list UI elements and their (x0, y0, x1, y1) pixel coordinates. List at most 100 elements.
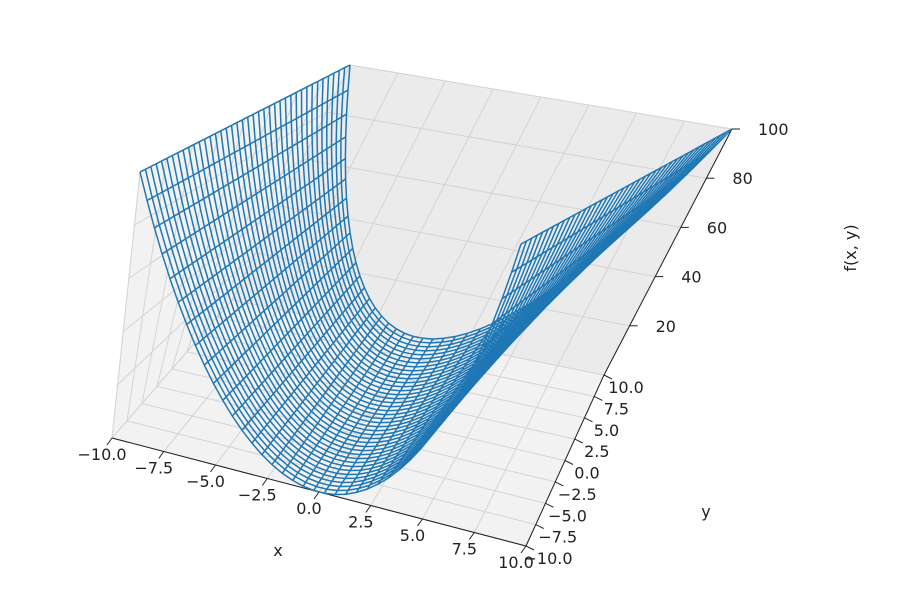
x-tick-label: 0.0 (296, 499, 321, 518)
x-tick-label: −5.0 (186, 472, 225, 491)
wire-line-x (471, 229, 627, 369)
wire-line-x (520, 128, 733, 245)
z-tick-label: 40 (681, 268, 701, 287)
y-tick-label: −7.5 (538, 528, 577, 547)
wire-line-y (160, 160, 544, 480)
wire-line-x (139, 64, 351, 173)
gridline-z-side (122, 205, 280, 332)
wire-line-x (212, 247, 354, 384)
wire-line-x (231, 275, 361, 417)
z-axis-label: f(x, y) (841, 224, 860, 271)
x-tick-label: −2.5 (238, 486, 277, 505)
wire-line-x (161, 136, 347, 255)
gridline-x-back (324, 80, 446, 320)
y-tick-label: 10.0 (608, 378, 644, 397)
y-tick (525, 545, 535, 551)
wire-line-y (182, 149, 565, 464)
wire-line-x (377, 328, 482, 485)
wire-line-x (241, 287, 365, 431)
gridline-x-back (464, 104, 590, 348)
x-tick-label: 10.0 (498, 553, 534, 572)
wire-line-x (146, 89, 349, 202)
wire-line-x (169, 157, 346, 280)
wire-line-x (177, 178, 347, 303)
z-tick-label: 60 (707, 218, 727, 237)
gridline-z-back (326, 111, 707, 179)
wire-line-x (251, 298, 371, 444)
wire-line-x (302, 332, 406, 487)
y-tick-label: 5.0 (594, 421, 619, 440)
y-tick (603, 374, 613, 380)
wire-line-y (150, 166, 533, 488)
gridline-x-back (557, 120, 685, 366)
gridline-z-side (128, 158, 304, 279)
wire-line-x (292, 328, 397, 481)
x-tick (210, 464, 216, 473)
wire-line-x (420, 297, 539, 450)
gridline-y-side (111, 171, 141, 439)
wire-line-x (313, 335, 414, 491)
x-axis-label: x (273, 541, 282, 560)
gridline-y-side (216, 78, 325, 318)
y-tick-label: −5.0 (548, 506, 587, 525)
y-tick-label: 0.0 (574, 464, 599, 483)
x-tick (158, 451, 165, 459)
wire-line-x (388, 322, 495, 479)
wire-line-y (187, 147, 571, 460)
x-tick-label: 5.0 (400, 526, 425, 545)
y-tick (555, 481, 564, 487)
x-tick (520, 545, 527, 554)
wireframe-surface (139, 64, 733, 496)
z-axis-line (603, 128, 733, 376)
wire-line-x (323, 337, 424, 494)
x-tick-label: 2.5 (348, 513, 373, 532)
z-tick-label: 80 (732, 169, 752, 188)
gridline-y-side (231, 64, 351, 301)
gridline-y-side (156, 131, 220, 387)
x-tick (106, 437, 113, 446)
wire-line-x (461, 245, 608, 388)
y-axis-label: y (701, 502, 710, 521)
y-tick (574, 438, 584, 444)
wire-line-x (451, 260, 590, 406)
y-tick (594, 395, 603, 401)
y-tick-label: 2.5 (584, 442, 609, 461)
wire-line-x (281, 322, 390, 474)
wire-line-x (222, 262, 357, 401)
wire-line-x (366, 332, 469, 490)
gridline-y-floor (141, 403, 546, 504)
gridline-x-back (371, 88, 494, 329)
x-tick (417, 518, 423, 527)
x-tick (261, 478, 268, 486)
wire-line-x (203, 232, 351, 366)
wire-line-x (334, 338, 434, 495)
wire-line-x (398, 315, 509, 471)
y-tick-label: −10.0 (523, 549, 572, 568)
y-tick (545, 502, 554, 508)
wire-line-x (345, 337, 445, 495)
z-tick-label: 100 (758, 120, 789, 139)
wire-line-x (271, 315, 383, 466)
x-tick (468, 532, 475, 540)
y-tick-label: −2.5 (558, 485, 597, 504)
z-tick-label: 20 (656, 317, 676, 336)
x-tick (313, 491, 320, 500)
x-tick-label: −10.0 (77, 445, 126, 464)
wire-line-x (511, 151, 710, 273)
wire-line-x (355, 336, 457, 493)
wire-line-x (491, 193, 667, 325)
y-tick (535, 524, 545, 530)
gridline-y-side (186, 104, 272, 352)
wire-line-x (194, 215, 349, 346)
y-tick (564, 460, 574, 465)
wire-line-x (482, 212, 647, 347)
wire-line-y (193, 144, 576, 456)
y-tick-label: 7.5 (604, 399, 629, 418)
x-tick-label: −7.5 (134, 459, 173, 478)
gridline-z-back (255, 252, 630, 327)
wire-line-x (186, 197, 347, 326)
gridline-z-back (279, 205, 656, 278)
y-tick (584, 417, 593, 423)
gridline-y-floor (126, 420, 536, 526)
